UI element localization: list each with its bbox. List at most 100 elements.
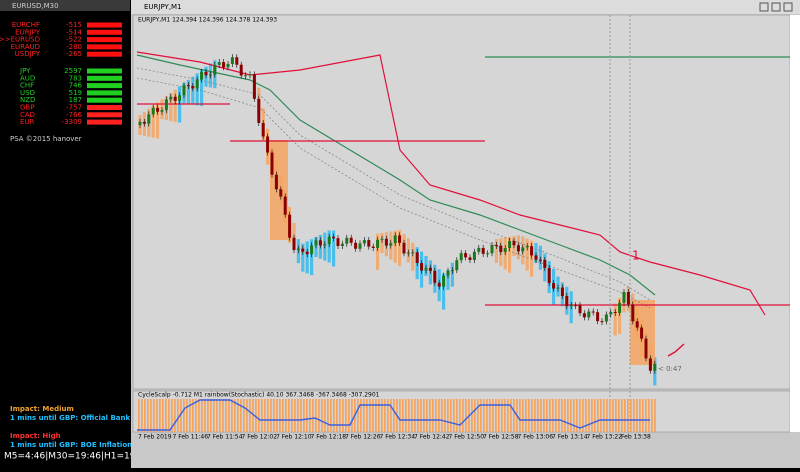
candle-body (318, 240, 322, 246)
candle-body (164, 99, 168, 111)
candle-body (530, 246, 534, 256)
cycle-bar (489, 399, 491, 432)
cycle-bar (204, 399, 206, 432)
cycle-bar (213, 399, 215, 432)
cycle-bar (432, 399, 434, 432)
candle-body (560, 287, 564, 296)
candle-body (301, 248, 305, 252)
candle-body (226, 63, 230, 68)
news-text: 1 mins until GBP: Official Bank R (10, 414, 139, 422)
cycle-bar (420, 399, 422, 432)
cycle-bar (441, 399, 443, 432)
cycle-bar (627, 399, 629, 432)
window-buttons[interactable] (759, 2, 793, 12)
candle-body (314, 240, 318, 246)
candle-body (609, 311, 613, 315)
cycle-bar (507, 399, 509, 432)
minimize[interactable] (759, 2, 769, 12)
x-axis-label: 7 Feb 12:58 (483, 434, 519, 441)
cycle-bar (198, 399, 200, 432)
strength-meter (87, 112, 122, 118)
candle-body (358, 243, 362, 249)
currency-name: USD (20, 89, 35, 97)
cycle-bar (273, 399, 275, 432)
candle-body (217, 62, 221, 65)
cycle-bar (195, 399, 197, 432)
candle-body (398, 235, 402, 243)
candle-body (626, 292, 630, 305)
pair-name: EURAUD (11, 43, 40, 51)
cycle-bar (621, 399, 623, 432)
candle-body (525, 246, 529, 248)
price-axis (790, 15, 800, 432)
candle-body (371, 246, 375, 248)
candle-body (648, 358, 652, 371)
cycle-bar (381, 399, 383, 432)
candle-body (516, 245, 520, 252)
currency-name: CHF (20, 82, 34, 90)
cycle-bar (141, 399, 143, 432)
candle-body (587, 311, 591, 318)
cycle-bar (471, 399, 473, 432)
candle-body (362, 240, 366, 244)
cycle-bar (216, 399, 218, 432)
cycle-bar (426, 399, 428, 432)
cycle-bar (633, 399, 635, 432)
cycle-bar (207, 399, 209, 432)
cycle-bar (543, 399, 545, 432)
highlight-column (411, 242, 415, 271)
cycle-bar (447, 399, 449, 432)
strength-meter (87, 44, 122, 50)
candle-body (538, 259, 542, 261)
cycle-bar (378, 399, 380, 432)
candle-body (499, 245, 503, 253)
x-axis-label: 7 Feb 12:02 (242, 434, 278, 441)
cycle-bar (168, 399, 170, 432)
candle-body (596, 312, 600, 322)
cycle-bar (642, 399, 644, 432)
cycle-bar (174, 399, 176, 432)
candle-body (327, 236, 331, 245)
strength-meter (87, 51, 122, 57)
chart-window-title: EURJPY,M1 (144, 3, 182, 11)
candle-body (147, 114, 151, 124)
candle-body (433, 270, 437, 283)
maximize[interactable] (771, 2, 781, 12)
candle-body (569, 305, 573, 307)
candle-body (424, 267, 428, 271)
annotation: 1 (632, 249, 640, 263)
candle-body (283, 196, 287, 215)
strength-meter (87, 119, 122, 125)
cycle-bar (324, 399, 326, 432)
candle-body (349, 237, 353, 243)
candle-body (261, 122, 265, 137)
cycle-bar (537, 399, 539, 432)
highlight-column (494, 238, 498, 263)
cycle-bar (480, 399, 482, 432)
cycle-bar (465, 399, 467, 432)
cycle-bar (153, 399, 155, 432)
candle-body (235, 57, 239, 65)
cycle-bar (414, 399, 416, 432)
close[interactable] (783, 2, 793, 12)
candle-body (142, 121, 146, 124)
credit: PSA ©2015 hanover (10, 135, 82, 143)
highlight-column (393, 230, 397, 263)
candle-body (336, 238, 340, 247)
chart-title-bar (131, 0, 800, 14)
news-impact: Impact: High (10, 432, 61, 440)
cycle-bar (474, 399, 476, 432)
cycle-bar (393, 399, 395, 432)
cycle-bar (501, 399, 503, 432)
x-axis-label: Feb 13:38 (621, 434, 651, 441)
cycle-bar (336, 399, 338, 432)
candle-body (420, 263, 424, 271)
candle-body (494, 244, 498, 246)
highlight-column (508, 236, 512, 273)
candle-body (323, 244, 327, 246)
cycle-bar (576, 399, 578, 432)
cycle-bar (561, 399, 563, 432)
cycle-bar (222, 399, 224, 432)
candle-body (389, 243, 393, 246)
cycle-bar (387, 399, 389, 432)
